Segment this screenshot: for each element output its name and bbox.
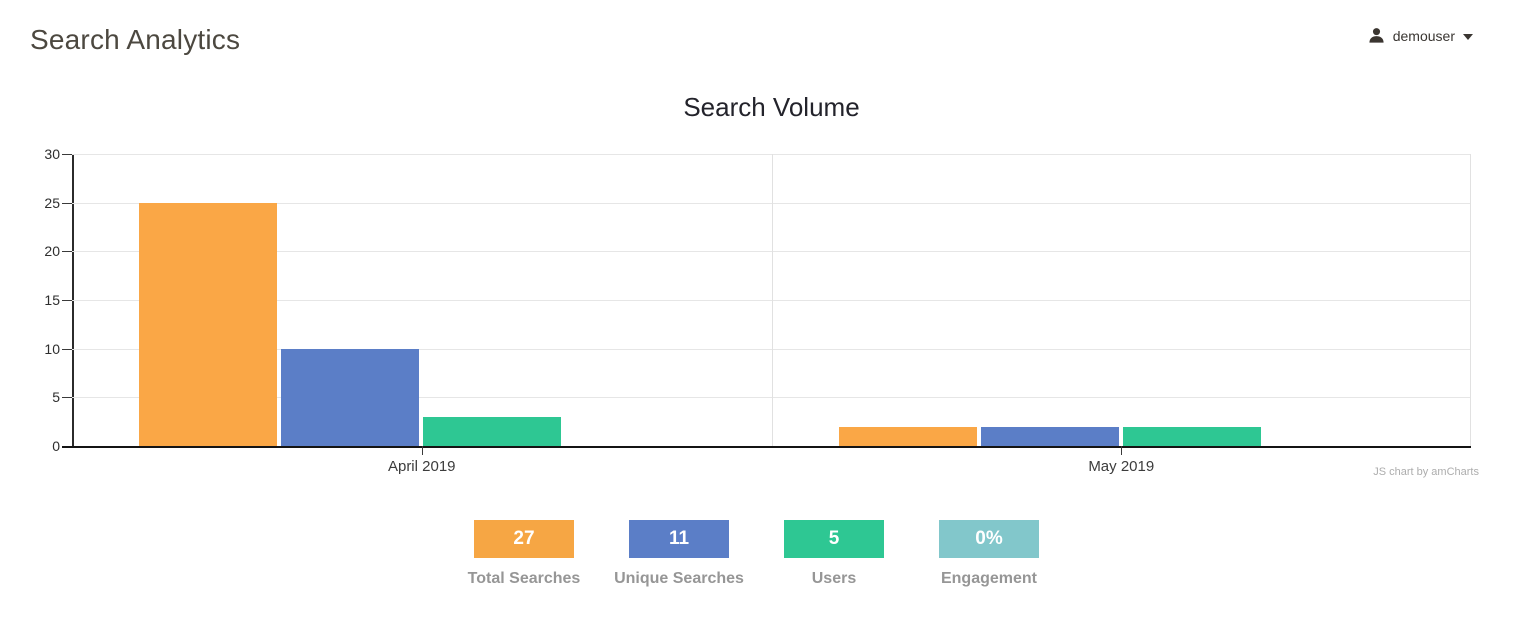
x-axis-tick (421, 446, 423, 455)
y-axis-label: 10 (44, 340, 60, 357)
stat-value-badge: 27 (474, 520, 574, 558)
x-axis-label: April 2019 (387, 458, 456, 475)
user-name: demouser (1392, 27, 1455, 44)
stat-label: Users (811, 570, 857, 587)
bar-unique-searches-april-2019 (281, 348, 419, 446)
y-axis-label: 15 (44, 292, 60, 308)
y-axis-tick (62, 397, 72, 399)
stat-label: Engagement (940, 570, 1037, 587)
bar-total-searches-april-2019 (139, 202, 277, 446)
user-menu[interactable]: demouser (1368, 27, 1473, 44)
y-axis-label: 5 (52, 389, 60, 406)
chart-title: Search Volume (683, 92, 860, 122)
chevron-down-icon (1463, 33, 1473, 40)
stat-label: Total Searches (467, 570, 581, 587)
stat-card-engagement: 0% Engagement (939, 520, 1039, 588)
amcharts-attribution: JS chart by amCharts (1373, 466, 1479, 478)
plot-right-border (1470, 154, 1471, 446)
bar-total-searches-may-2019 (838, 426, 977, 446)
stat-card-unique-searches: 11 Unique Searches (614, 520, 744, 588)
stat-value-badge: 11 (629, 520, 729, 558)
y-axis-tick (62, 300, 72, 301)
y-axis-label: 25 (44, 194, 60, 211)
x-axis-line (62, 446, 1471, 448)
x-axis-tick (1121, 446, 1123, 455)
bar-users-april-2019 (423, 416, 561, 446)
y-axis-tick (62, 202, 72, 204)
stat-label: Unique Searches (614, 570, 744, 587)
y-axis-tick (62, 251, 72, 253)
chart-plot: 0 5 10 15 20 25 30 April 2019 May 2019 (44, 146, 1471, 475)
stat-value-badge: 5 (784, 520, 884, 558)
stats-row: 27 Total Searches 11 Unique Searches 5 Users 0… (0, 520, 1513, 588)
y-axis-label: 30 (44, 146, 60, 162)
x-axis-label: May 2019 (1088, 458, 1155, 475)
y-axis-label: 0 (52, 438, 60, 454)
bar-users-may-2019 (1122, 426, 1261, 446)
y-axis-label: 20 (44, 243, 60, 260)
stat-value-badge: 0% (939, 520, 1039, 558)
y-axis-tick (62, 154, 72, 155)
stat-card-users: 5 Users (784, 520, 884, 588)
category-separator (771, 154, 773, 446)
bar-unique-searches-may-2019 (980, 426, 1119, 446)
stat-card-total-searches: 27 Total Searches (468, 520, 580, 588)
person-icon (1368, 27, 1385, 44)
page-title: Search Analytics (30, 24, 241, 55)
y-axis-tick (62, 348, 72, 350)
